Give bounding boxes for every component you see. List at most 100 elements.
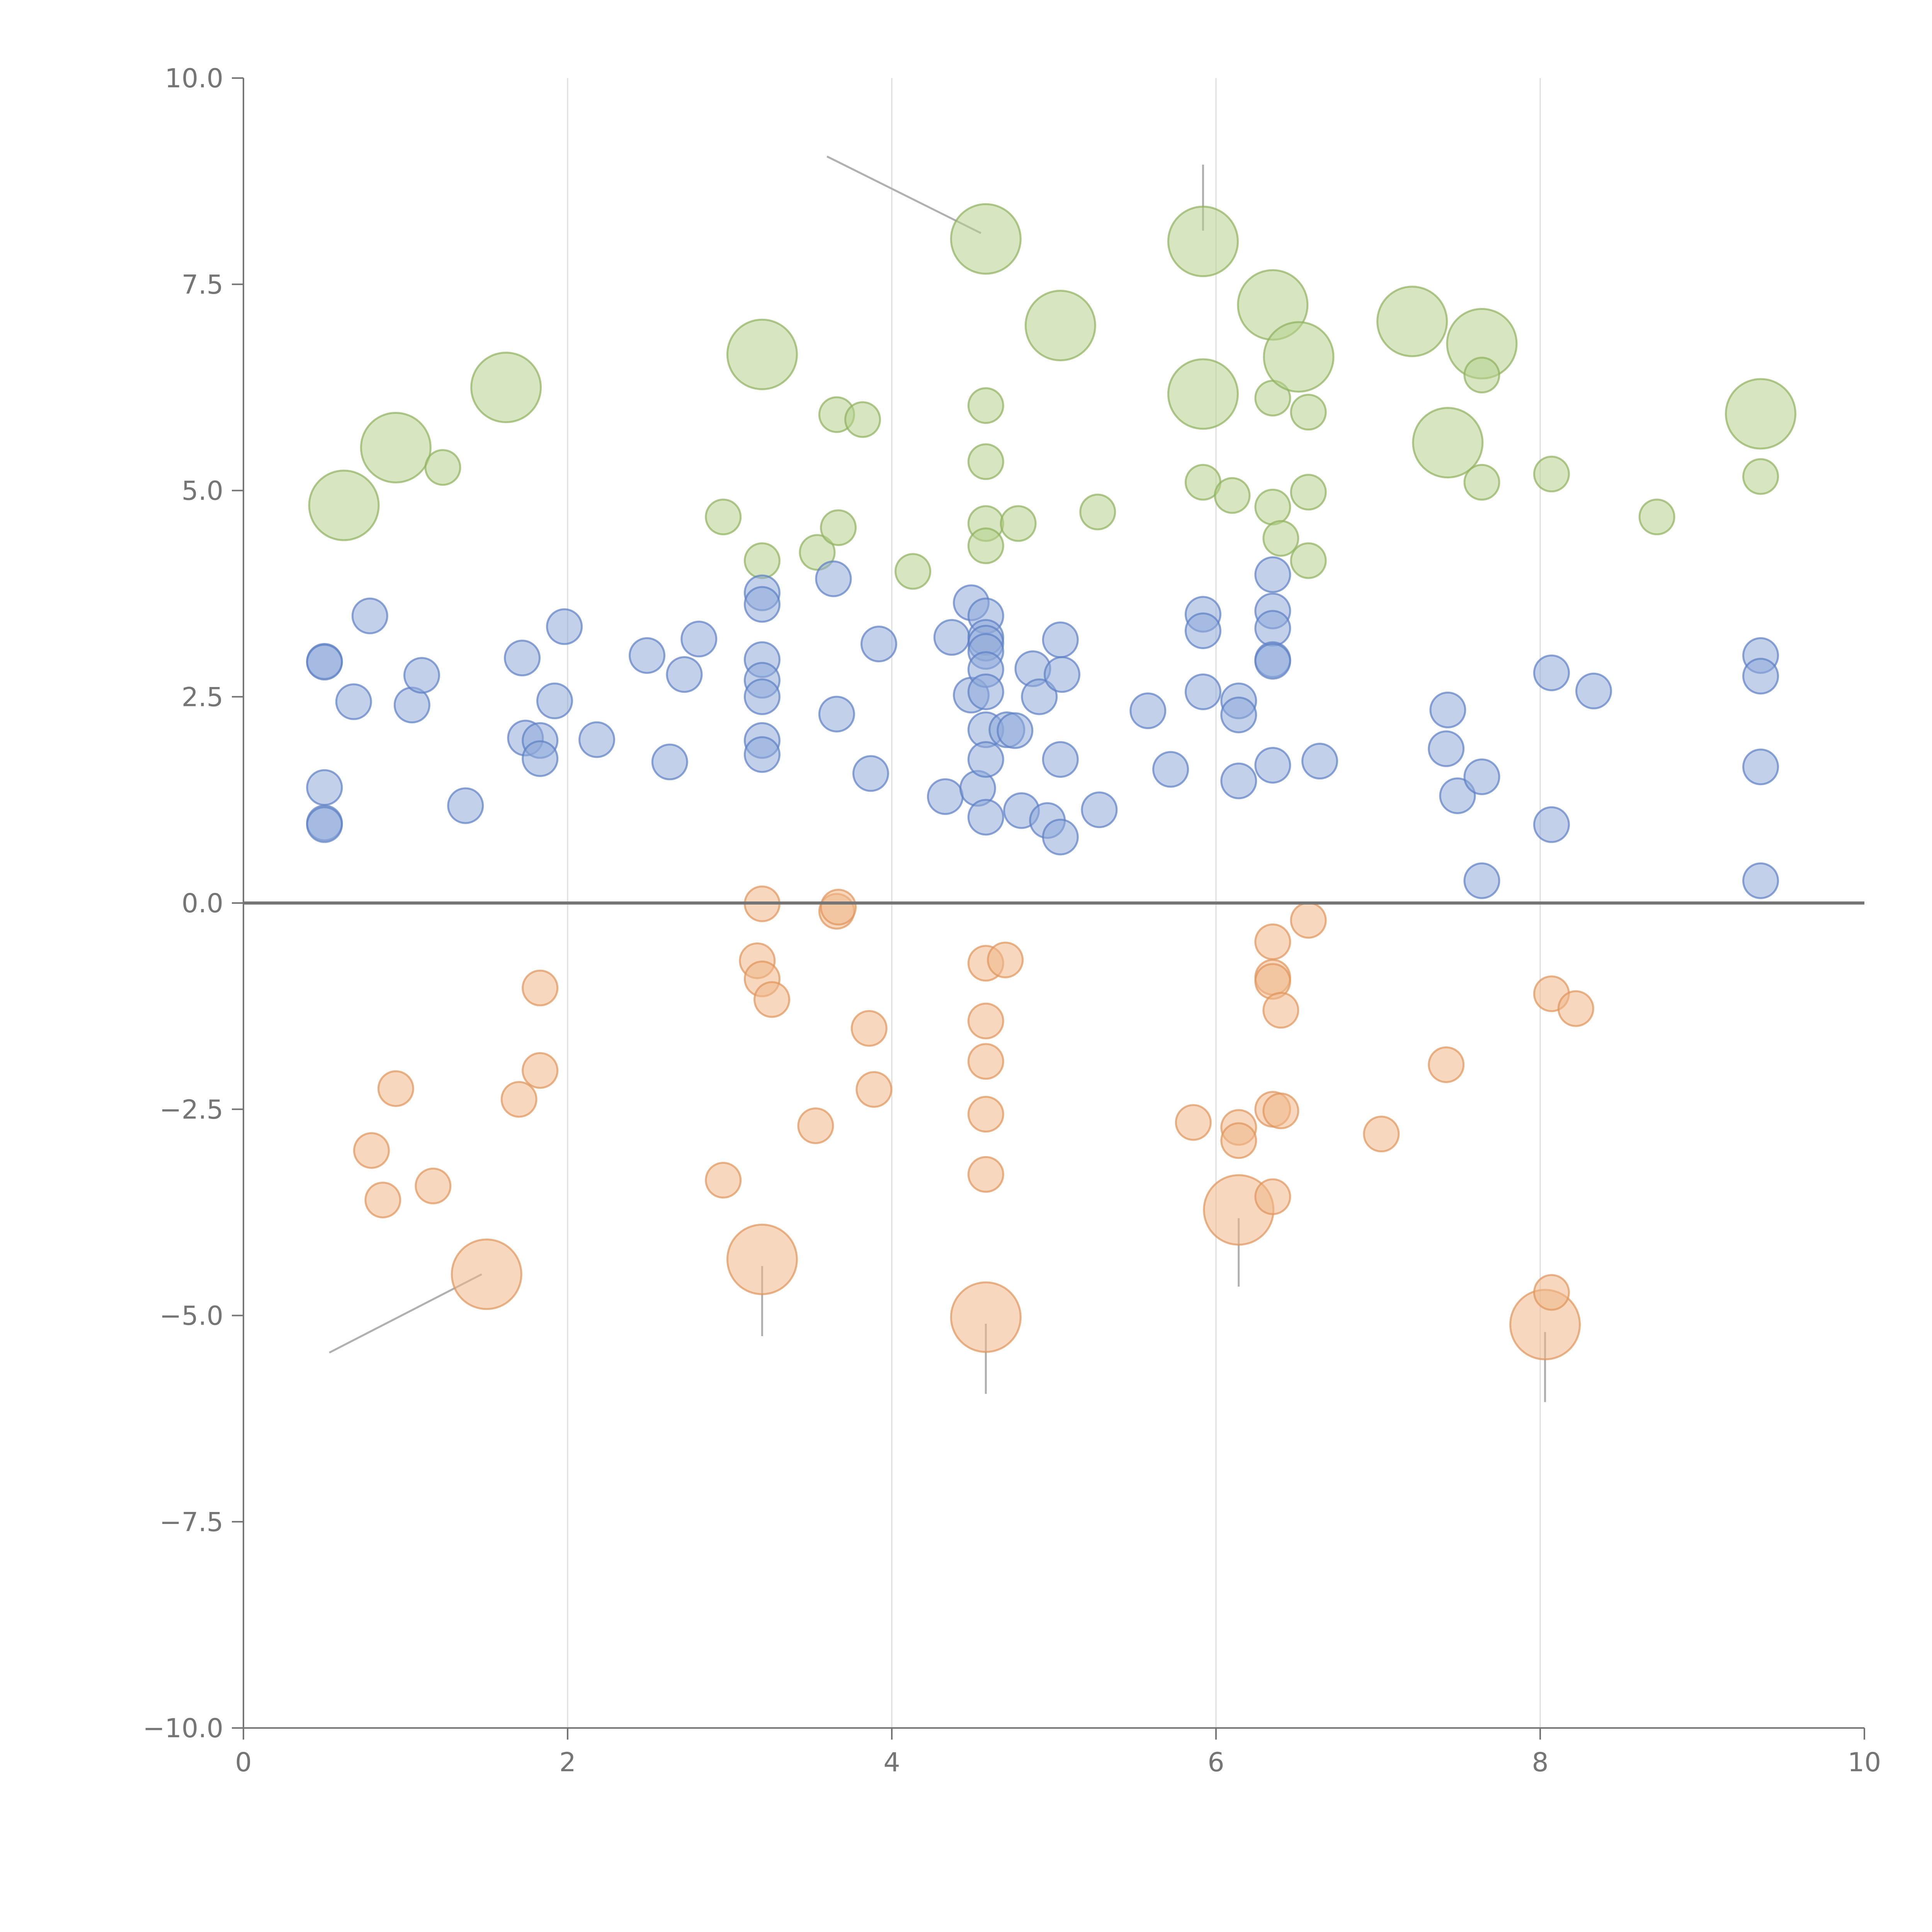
x-tick-label: 6 (1208, 1747, 1224, 1778)
data-point-green (705, 498, 742, 536)
data-point-green (1167, 206, 1239, 277)
data-point-blue (306, 806, 343, 843)
data-point-orange (753, 981, 791, 1018)
data-point-green (1725, 378, 1797, 450)
data-point-green (1263, 321, 1335, 393)
data-point-orange (1254, 923, 1291, 960)
y-tick-label: 2.5 (182, 682, 223, 713)
data-point-orange (967, 1156, 1004, 1193)
data-point-blue (967, 799, 1004, 836)
data-point-orange (500, 1081, 537, 1118)
data-point-blue (818, 696, 855, 733)
data-point-orange (522, 969, 559, 1007)
data-point-orange (1262, 992, 1299, 1029)
data-point-blue (1463, 758, 1500, 795)
data-point-blue (306, 769, 343, 806)
data-point-orange (451, 1238, 522, 1310)
data-point-green (1024, 290, 1096, 361)
data-point-blue (546, 608, 583, 645)
data-point-blue (403, 657, 440, 694)
data-point-orange (415, 1167, 452, 1204)
data-point-orange (950, 1281, 1022, 1353)
leader-layer (329, 155, 1546, 1402)
data-point-blue (743, 736, 781, 773)
data-point-green (743, 542, 781, 579)
data-point-blue (1254, 610, 1291, 647)
data-point-blue (1254, 556, 1291, 593)
data-point-blue (1043, 656, 1080, 693)
data-point-orange (364, 1182, 401, 1219)
data-point-blue (743, 678, 781, 715)
data-point-green (1290, 394, 1327, 431)
data-point-blue (578, 721, 616, 758)
bubble-layer (306, 203, 1797, 1361)
x-tick-label: 2 (559, 1747, 576, 1778)
data-point-blue (860, 626, 897, 663)
y-tick-label: 7.5 (182, 270, 223, 300)
data-point-blue (1042, 621, 1079, 658)
data-point-blue (680, 621, 718, 658)
data-point-green (1214, 477, 1251, 514)
data-point-blue (306, 644, 343, 681)
y-tick-label: −10.0 (143, 1713, 223, 1744)
data-point-orange (1428, 1046, 1465, 1083)
y-tick-label: 0.0 (182, 888, 223, 919)
data-point-blue (666, 656, 703, 693)
data-point-green (1638, 498, 1675, 536)
data-point-orange (850, 1010, 888, 1047)
data-point-green (967, 443, 1004, 480)
data-point-orange (967, 1096, 1004, 1133)
data-point-blue (504, 639, 541, 677)
data-point-orange (855, 1071, 893, 1108)
data-point-green (1463, 357, 1500, 394)
data-point-orange (1557, 990, 1594, 1027)
data-point-blue (927, 778, 964, 815)
data-point-blue (1254, 643, 1291, 680)
data-point-blue (967, 673, 1004, 710)
data-point-green (950, 203, 1022, 275)
data-point-blue (1042, 818, 1079, 855)
y-tick-label: −7.5 (160, 1507, 223, 1537)
data-point-green (1290, 474, 1327, 511)
data-point-blue (1428, 730, 1465, 767)
data-point-green (1000, 505, 1037, 542)
data-point-blue (1042, 741, 1079, 778)
data-point-green (1254, 488, 1291, 526)
x-tick-label: 0 (235, 1747, 252, 1778)
data-point-green (1262, 520, 1299, 557)
data-point-blue (1021, 678, 1058, 715)
data-point-blue (522, 740, 559, 777)
data-point-green (360, 412, 432, 483)
data-point-green (895, 553, 932, 590)
data-point-orange (1533, 1274, 1570, 1311)
y-tick-label: −5.0 (160, 1301, 223, 1332)
data-point-orange (987, 941, 1024, 978)
data-point-blue (1081, 791, 1118, 828)
data-point-blue (1220, 762, 1257, 799)
data-point-orange (967, 1002, 1004, 1039)
x-tick-label: 10 (1848, 1747, 1881, 1778)
data-point-green (470, 352, 542, 423)
data-point-blue (1254, 747, 1291, 784)
data-point-blue (997, 712, 1034, 749)
data-point-orange (1254, 1178, 1291, 1215)
data-point-blue (815, 560, 852, 597)
data-point-green (967, 387, 1004, 424)
data-point-blue (1463, 862, 1500, 899)
data-point-green (424, 449, 461, 486)
data-point-blue (1301, 743, 1338, 780)
data-point-blue (536, 682, 573, 719)
data-point-orange (1262, 1092, 1299, 1129)
data-point-green (1167, 358, 1239, 430)
data-point-blue (1429, 691, 1466, 728)
data-point-green (1533, 456, 1570, 493)
y-tick-label: 10.0 (165, 63, 223, 94)
y-tick-label: 5.0 (182, 476, 223, 507)
data-point-green (967, 527, 1004, 565)
data-point-blue (1533, 806, 1570, 843)
data-point-orange (967, 1043, 1004, 1080)
data-point-blue (1742, 748, 1779, 786)
data-point-blue (1439, 777, 1476, 814)
